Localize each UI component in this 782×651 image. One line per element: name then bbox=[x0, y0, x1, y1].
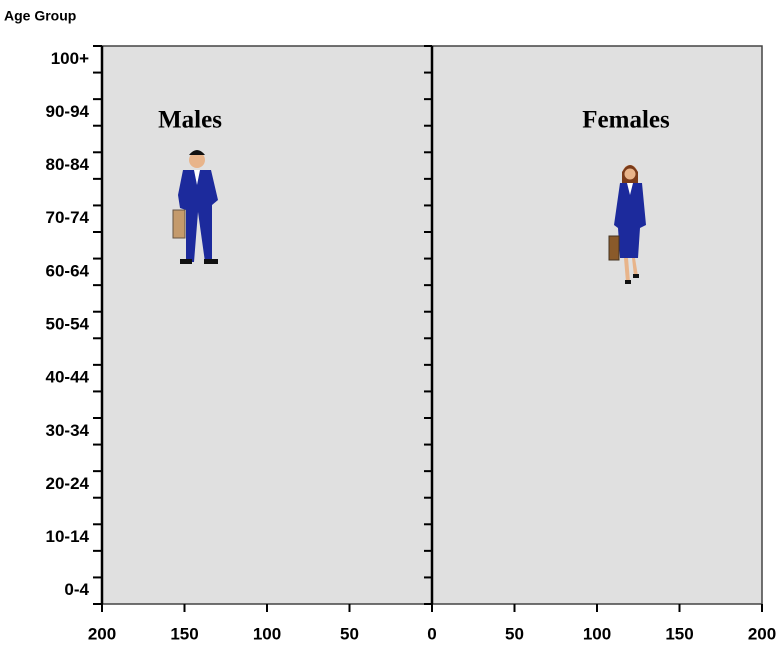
y-tick-label: 90-94 bbox=[46, 102, 90, 121]
x-tick-label: 100 bbox=[583, 624, 611, 643]
y-tick-label: 0-4 bbox=[64, 580, 89, 599]
x-tick-label: 150 bbox=[170, 624, 198, 643]
male-icon bbox=[172, 150, 218, 264]
y-axis-label: Age Group bbox=[4, 8, 76, 24]
x-tick-label: 200 bbox=[88, 624, 116, 643]
y-tick-label: 30-34 bbox=[46, 421, 90, 440]
x-tick-label: 200 bbox=[748, 624, 776, 643]
x-tick-label: 50 bbox=[505, 624, 524, 643]
y-tick-label: 100+ bbox=[51, 49, 89, 68]
female-icon bbox=[608, 165, 646, 284]
y-tick-label: 70-74 bbox=[46, 208, 90, 227]
y-tick-label: 10-14 bbox=[46, 527, 90, 546]
x-tick-label: 0 bbox=[427, 624, 436, 643]
y-tick-label: 80-84 bbox=[46, 155, 90, 174]
x-tick-label: 50 bbox=[340, 624, 359, 643]
panel-label: Females bbox=[582, 107, 670, 134]
y-tick-label: 60-64 bbox=[46, 261, 90, 280]
y-tick-label: 20-24 bbox=[46, 474, 90, 493]
y-tick-label: 40-44 bbox=[46, 368, 90, 387]
y-tick-label: 50-54 bbox=[46, 314, 90, 333]
panel-label: Males bbox=[158, 107, 222, 134]
x-tick-label: 150 bbox=[665, 624, 693, 643]
x-tick-label: 100 bbox=[253, 624, 281, 643]
